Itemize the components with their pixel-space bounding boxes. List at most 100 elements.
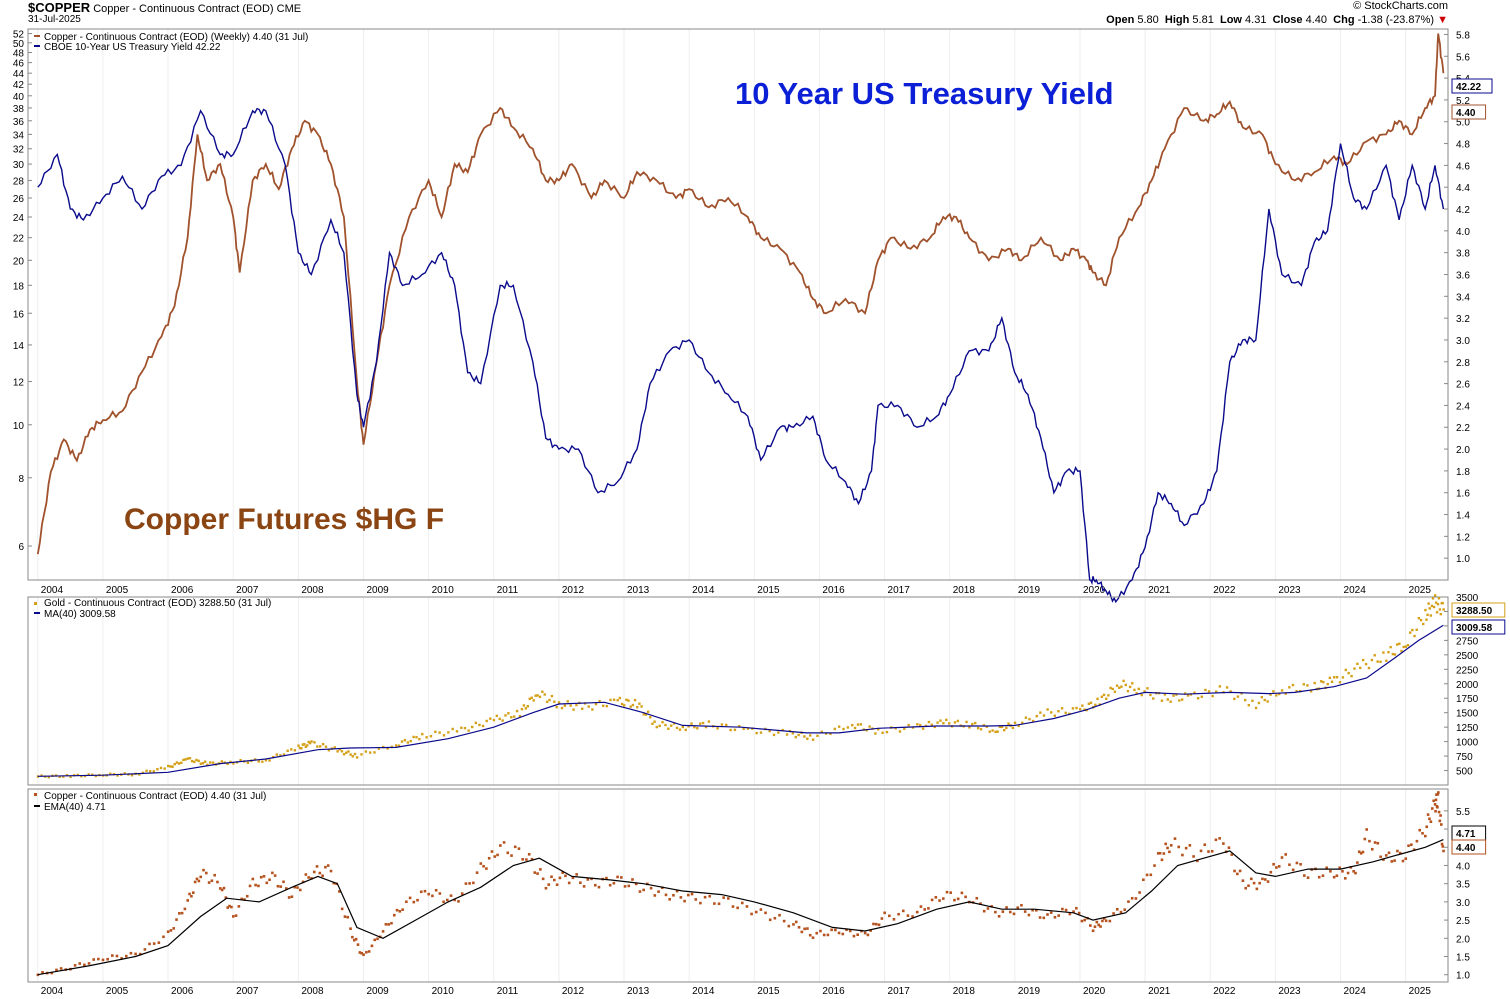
copper-daily-point: [708, 894, 712, 898]
gold-point: [1442, 608, 1445, 611]
copper-daily-point: [129, 951, 133, 955]
left-axis-tick-label: 22: [13, 234, 25, 245]
gold-point: [438, 731, 441, 734]
copper-daily-point: [395, 908, 399, 912]
copper-daily-point: [1401, 859, 1405, 863]
copper-daily-point: [479, 862, 483, 865]
gold-point: [148, 770, 152, 773]
copper-daily-last-value-box: [1451, 839, 1487, 855]
x-tick-label: 2018: [953, 986, 976, 997]
high-label: High: [1164, 14, 1190, 26]
gold-point: [1064, 711, 1067, 715]
gold-point: [409, 739, 412, 743]
copper-daily-point: [792, 923, 795, 926]
gold-point: [297, 744, 300, 747]
copper-daily-point: [1295, 861, 1299, 865]
gold-point: [824, 732, 828, 735]
copper-daily-point: [1134, 897, 1138, 900]
copper-daily-point: [191, 891, 195, 894]
copper-daily-point: [1101, 919, 1104, 923]
gold-point: [1333, 676, 1336, 679]
legend-gold: Gold - Continuous Contract (EOD) 3288.50…: [44, 598, 271, 609]
right-axis-tick-label: 4.4: [1456, 183, 1470, 194]
gold-point: [646, 710, 650, 713]
gold-point: [1422, 622, 1425, 626]
gold-point: [495, 714, 499, 718]
copper-daily-point: [1440, 842, 1444, 846]
copper-daily-point: [768, 918, 772, 922]
copper-daily-point: [1252, 881, 1256, 885]
copper-daily-point: [1102, 917, 1106, 920]
copper-daily-point: [1263, 878, 1267, 881]
gold-point: [1028, 717, 1031, 721]
gold-point: [811, 738, 815, 741]
left-axis-tick-label: 26: [13, 194, 25, 205]
gold-point: [678, 728, 682, 731]
gold-point: [1356, 662, 1359, 666]
gold-point: [797, 733, 800, 737]
gold-point: [1143, 690, 1146, 693]
gold-point: [193, 760, 196, 764]
copper-daily-point: [427, 892, 430, 896]
legend-copper-weekly: Copper - Continuous Contract (EOD) (Week…: [44, 32, 308, 43]
gold-point: [94, 774, 98, 778]
gold-point: [1278, 692, 1281, 696]
gold-point: [1272, 690, 1275, 693]
x-tick-label: 2007: [236, 986, 259, 997]
gold-point: [1105, 697, 1108, 701]
symbol-description: Copper - Continuous Contract (EOD): [93, 3, 274, 15]
gold-last-value: 3288.50: [1456, 606, 1493, 617]
gold-point: [696, 727, 699, 730]
gold-point: [109, 772, 112, 776]
gold-point: [338, 748, 341, 751]
copper-daily-point: [1306, 876, 1310, 879]
right-axis-tick-label: 5.8: [1456, 30, 1470, 41]
x-tick-label: 2022: [1213, 585, 1236, 596]
gold-point: [1387, 651, 1390, 654]
copper-daily-point: [1158, 851, 1162, 855]
legend-copper-daily: Copper - Continuous Contract (EOD) 4.40 …: [44, 791, 266, 802]
copper-daily-point: [296, 886, 299, 889]
gold-point: [239, 758, 242, 762]
copper-daily-point: [1376, 841, 1380, 845]
gold-point: [282, 753, 286, 756]
high-value: 5.81: [1192, 14, 1214, 26]
copper-daily-point: [811, 936, 815, 940]
gold-point: [911, 726, 915, 729]
gold-point: [627, 699, 630, 702]
gold-point: [594, 702, 598, 706]
stockcharts-watermark: © StockCharts.com: [1353, 0, 1448, 12]
copper-daily-point: [877, 923, 881, 927]
copper-daily-point: [370, 944, 374, 948]
right-axis-tick-label: 4.0: [1456, 227, 1470, 238]
copper-daily-point: [204, 871, 208, 875]
copper-daily-point: [276, 884, 280, 888]
treasury-yield-line: [37, 107, 1445, 604]
gold-point: [313, 741, 316, 744]
gold-point: [1200, 695, 1203, 698]
x-tick-label: 2024: [1344, 986, 1367, 997]
x-tick-label: 2015: [757, 585, 780, 596]
copper-daily-point: [1398, 851, 1402, 855]
gold-point: [522, 704, 526, 707]
gold-point: [1439, 612, 1443, 616]
copper-daily-point: [78, 962, 82, 965]
gold-ma40-last-value-box: [1451, 619, 1506, 635]
gold-point: [1373, 654, 1376, 657]
copper-daily-point: [517, 847, 521, 850]
gold-point: [1131, 682, 1134, 685]
copper-daily-point: [1433, 803, 1437, 806]
gold-point: [1344, 668, 1347, 672]
left-axis-tick-label: 44: [13, 69, 25, 80]
gold-point: [1183, 692, 1187, 695]
copper-daily-point: [251, 877, 255, 881]
gold-point: [1100, 695, 1104, 698]
gold-point: [1313, 681, 1316, 685]
copper-daily-point: [446, 898, 449, 902]
gold-point: [618, 696, 622, 700]
gold-point: [572, 708, 575, 711]
gold-point: [1207, 690, 1211, 693]
copper-daily-point: [1365, 828, 1368, 831]
copper-daily-point: [1410, 843, 1413, 847]
gold-point: [1149, 693, 1152, 697]
